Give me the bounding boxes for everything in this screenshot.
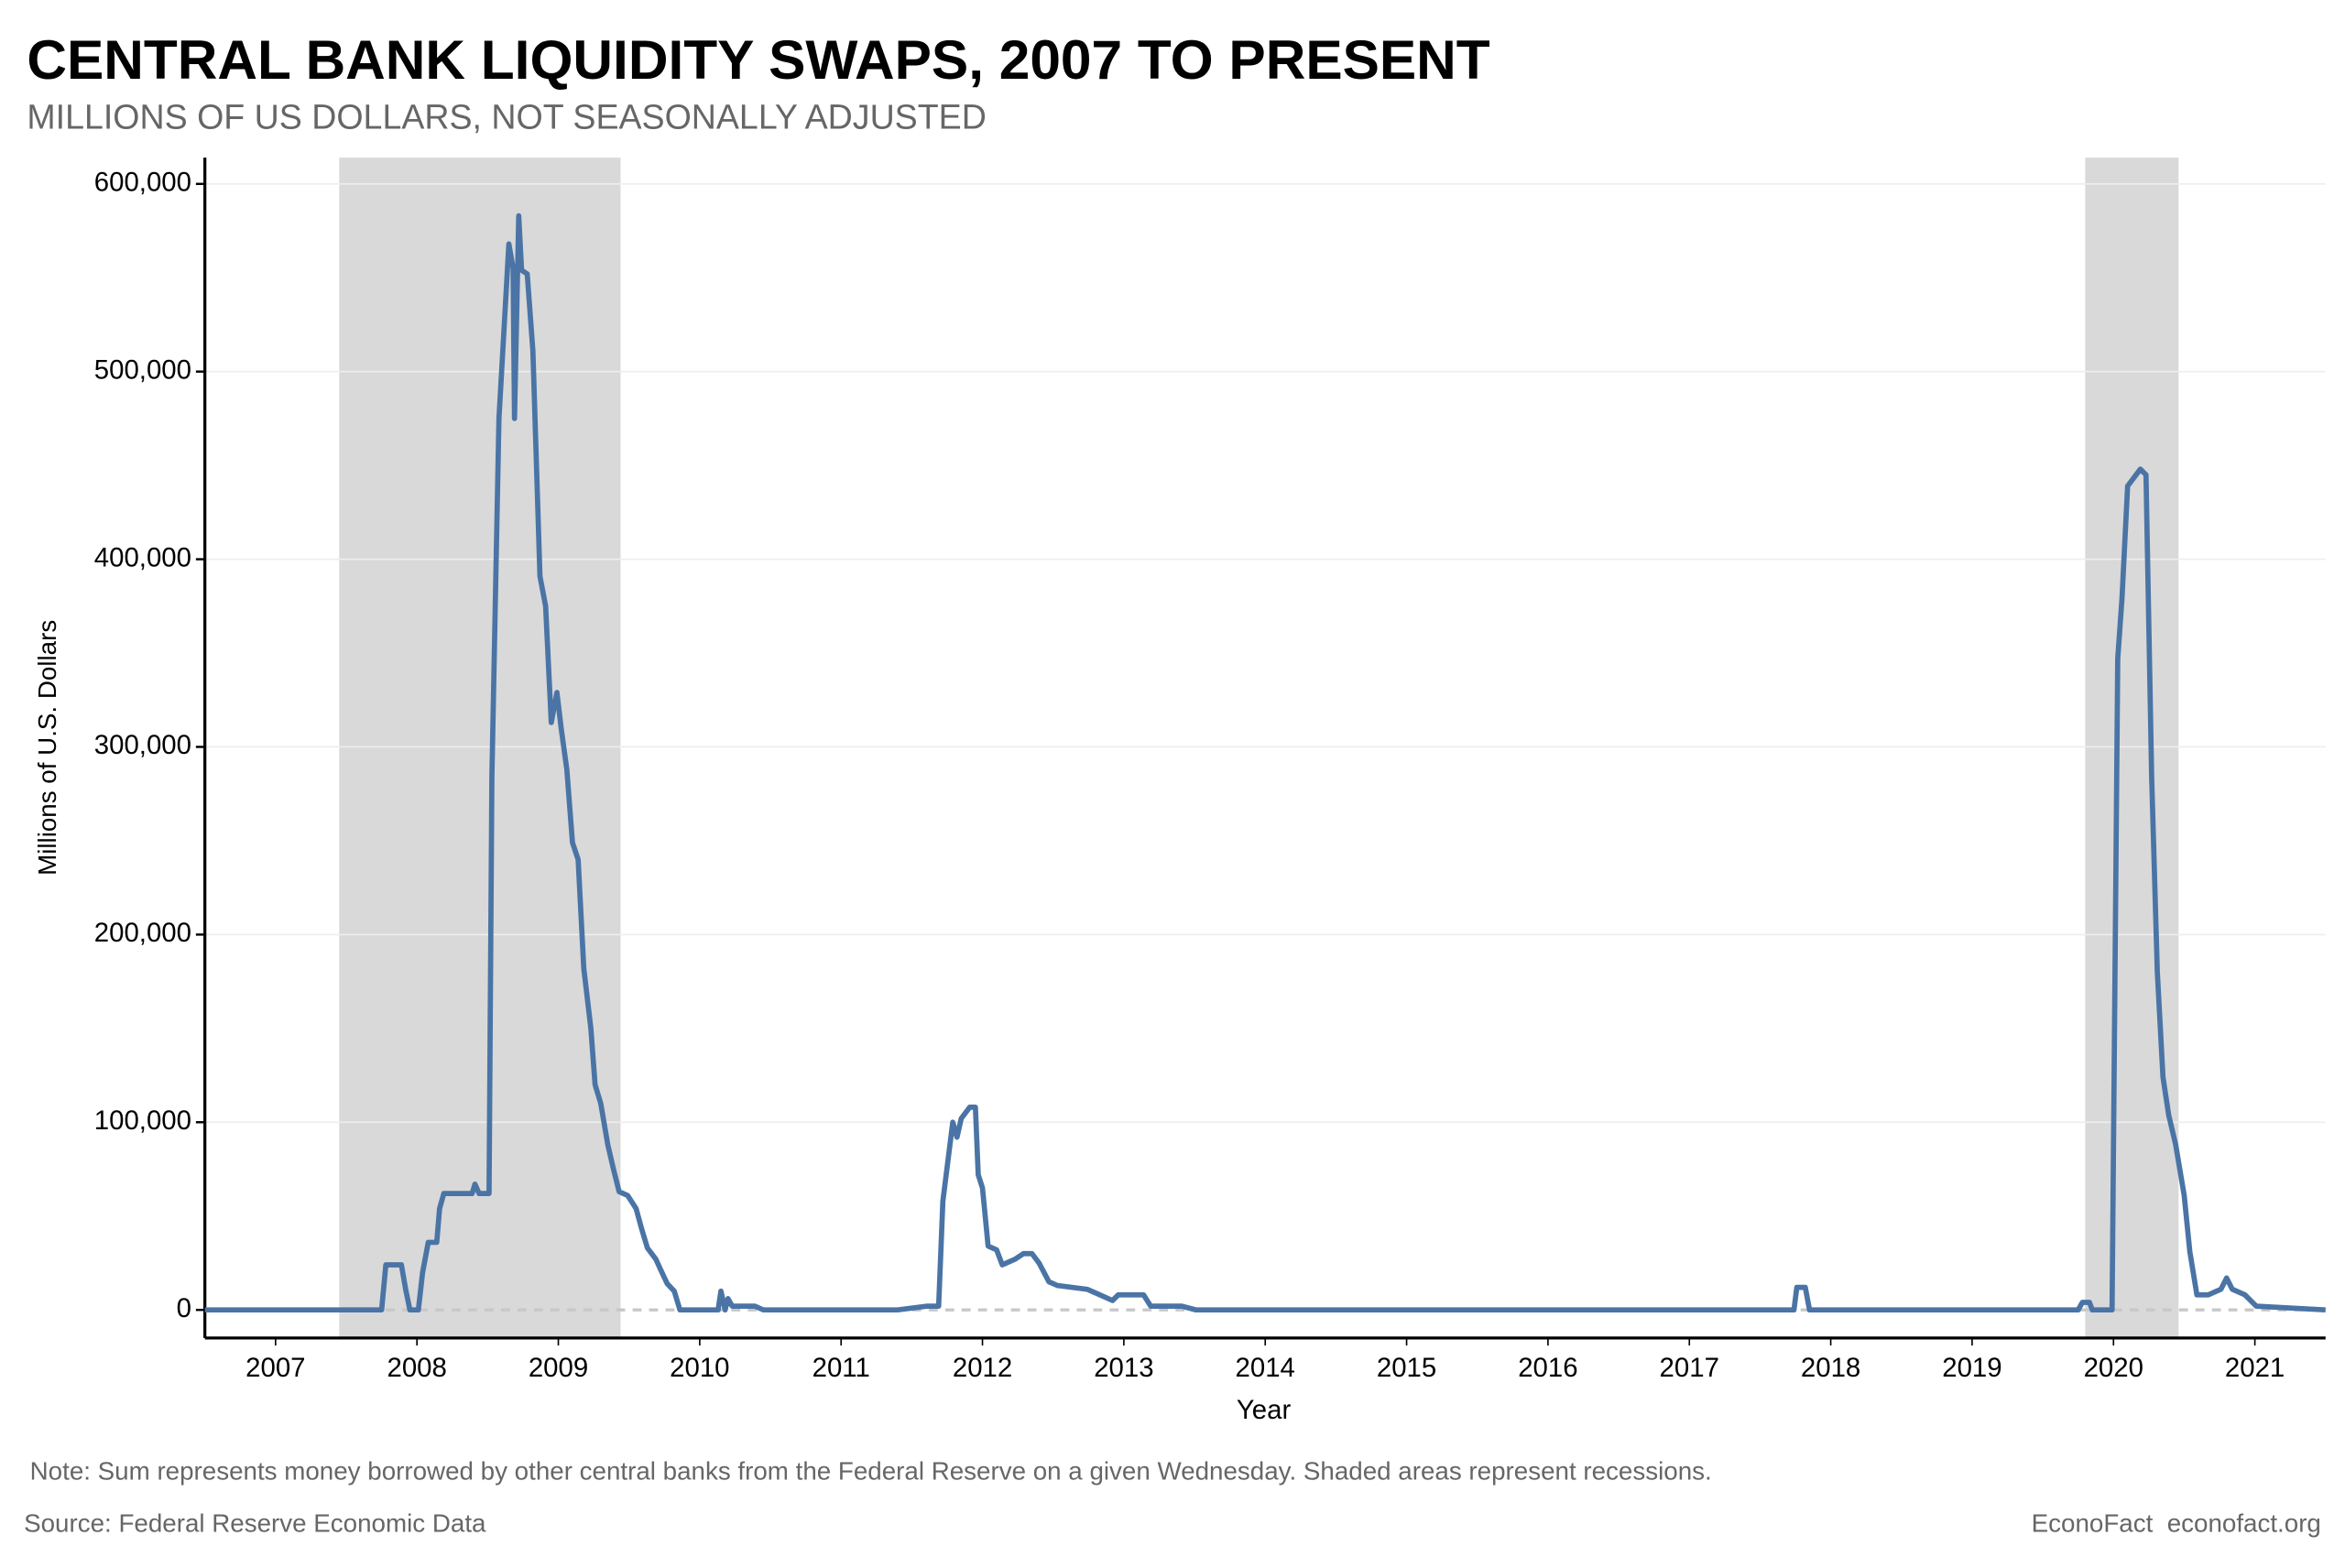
chart-subtitle: MILLIONS OF US DOLLARS, NOT SEASONALLY A… [27,98,986,136]
x-tick-label: 2013 [1094,1353,1153,1383]
recession-band [339,158,621,1338]
y-tick-label: 300,000 [94,730,191,760]
y-tick-label: 0 [177,1293,191,1323]
y-tick-label: 400,000 [94,542,191,572]
note: Note: Sum represents money borrowed by o… [30,1457,1712,1486]
x-tick-label: 2015 [1377,1353,1436,1383]
data-line [204,212,2326,1313]
x-tick-label: 2011 [813,1353,870,1383]
recession-band [2085,158,2179,1338]
x-tick-label: 2016 [1518,1353,1577,1383]
credit: EconoFact econofact.org [2032,1509,2321,1538]
chart-title: CENTRAL BANK LIQUIDITY SWAPS, 2007 TO PR… [27,28,1489,91]
x-tick-label: 2007 [245,1353,305,1383]
x-tick-label: 2019 [1942,1353,2001,1383]
y-tick-label: 600,000 [94,168,191,198]
y-tick-label: 200,000 [94,918,191,948]
source: Source: Federal Reserve Economic Data [24,1509,486,1538]
x-tick-label: 2014 [1236,1353,1295,1383]
x-tick-label: 2009 [529,1353,588,1383]
x-tick-label: 2012 [953,1353,1012,1383]
y-tick-label: 500,000 [94,354,191,385]
x-tick-label: 2021 [2225,1353,2285,1383]
y-axis-title: Millions of U.S. Dollars [33,620,61,876]
x-axis-title: Year [1237,1395,1292,1425]
x-tick-label: 2018 [1801,1353,1860,1383]
y-tick-label: 100,000 [94,1105,191,1136]
x-tick-label: 2008 [387,1353,447,1383]
x-tick-label: 2010 [670,1353,729,1383]
x-tick-label: 2020 [2084,1353,2143,1383]
x-tick-label: 2017 [1660,1353,1719,1383]
